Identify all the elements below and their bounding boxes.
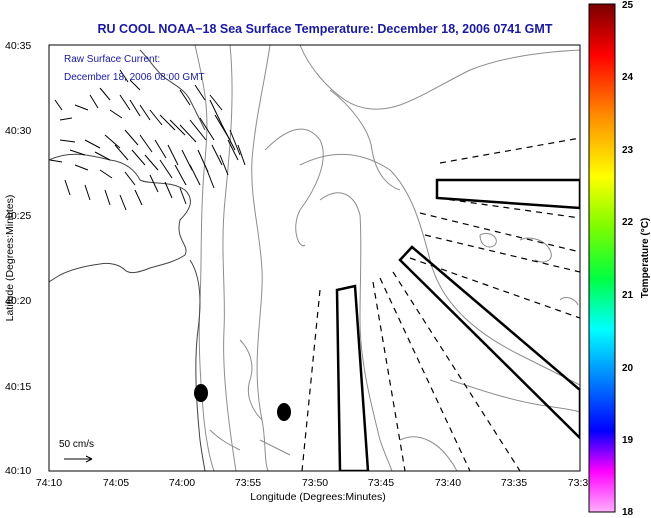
colorbar-tick-label: 23 <box>622 145 634 156</box>
x-tick-label: 73:40 <box>435 477 461 489</box>
x-axis: 74:10 74:05 74:00 73:55 73:50 73:45 73:4… <box>36 477 589 503</box>
x-tick-label: 73:35 <box>501 477 527 489</box>
x-tick-label: 73:45 <box>368 477 394 489</box>
x-tick-label: 73:55 <box>235 477 261 489</box>
colorbar-tick-label: 18 <box>622 507 634 518</box>
y-tick-label: 40:25 <box>5 210 31 222</box>
x-tick-label: 73:50 <box>302 477 328 489</box>
transect-dashed-lines <box>301 137 580 471</box>
colorbar-tick-label: 22 <box>622 217 634 228</box>
x-axis-label: Longitude (Degrees:Minutes) <box>250 491 385 503</box>
colorbar-label: Temperature (°C) <box>640 218 651 299</box>
colorbar-tick-label: 20 <box>622 363 634 374</box>
plot-area <box>49 45 580 471</box>
x-tick-label: 74:10 <box>36 477 62 489</box>
colorbar-tick-label: 24 <box>622 72 634 83</box>
y-tick-label: 40:35 <box>5 40 31 52</box>
bathymetry-contours <box>194 45 580 471</box>
colorbar-tick-label: 25 <box>622 0 634 11</box>
x-tick-label: 74:05 <box>103 477 129 489</box>
colorbar-tick-label: 19 <box>622 435 634 446</box>
current-annotation-line1: Raw Surface Current: <box>64 54 160 65</box>
x-tick-label: 74:00 <box>169 477 195 489</box>
survey-boxes <box>335 178 580 471</box>
y-axis-label: Latitude (Degrees:Minutes) <box>4 195 16 322</box>
map-title: RU COOL NOAA−18 Sea Surface Temperature:… <box>98 22 553 36</box>
coastline <box>49 49 206 471</box>
plot-frame <box>48 44 581 472</box>
colorbar-gradient <box>588 3 616 513</box>
station-marker-1 <box>194 384 208 402</box>
temperature-colorbar: 25 24 23 22 21 20 19 18 Temperature (°C) <box>588 0 651 518</box>
y-tick-label: 40:10 <box>5 465 31 477</box>
surface-current-vectors <box>49 69 246 211</box>
y-axis: 40:35 40:30 40:25 40:20 40:15 40:10 Lati… <box>4 40 31 477</box>
scale-bar-label: 50 cm/s <box>59 439 94 450</box>
y-tick-label: 40:20 <box>5 295 31 307</box>
station-marker-2 <box>277 403 291 421</box>
y-tick-label: 40:15 <box>5 381 31 393</box>
x-tick-label: 73:3 <box>568 477 589 489</box>
scale-bar-arrow <box>64 455 93 463</box>
current-annotation-line2: December 18, 2006 08:00 GMT <box>64 72 205 83</box>
y-tick-label: 40:30 <box>5 125 31 137</box>
colorbar-tick-label: 21 <box>622 290 634 301</box>
